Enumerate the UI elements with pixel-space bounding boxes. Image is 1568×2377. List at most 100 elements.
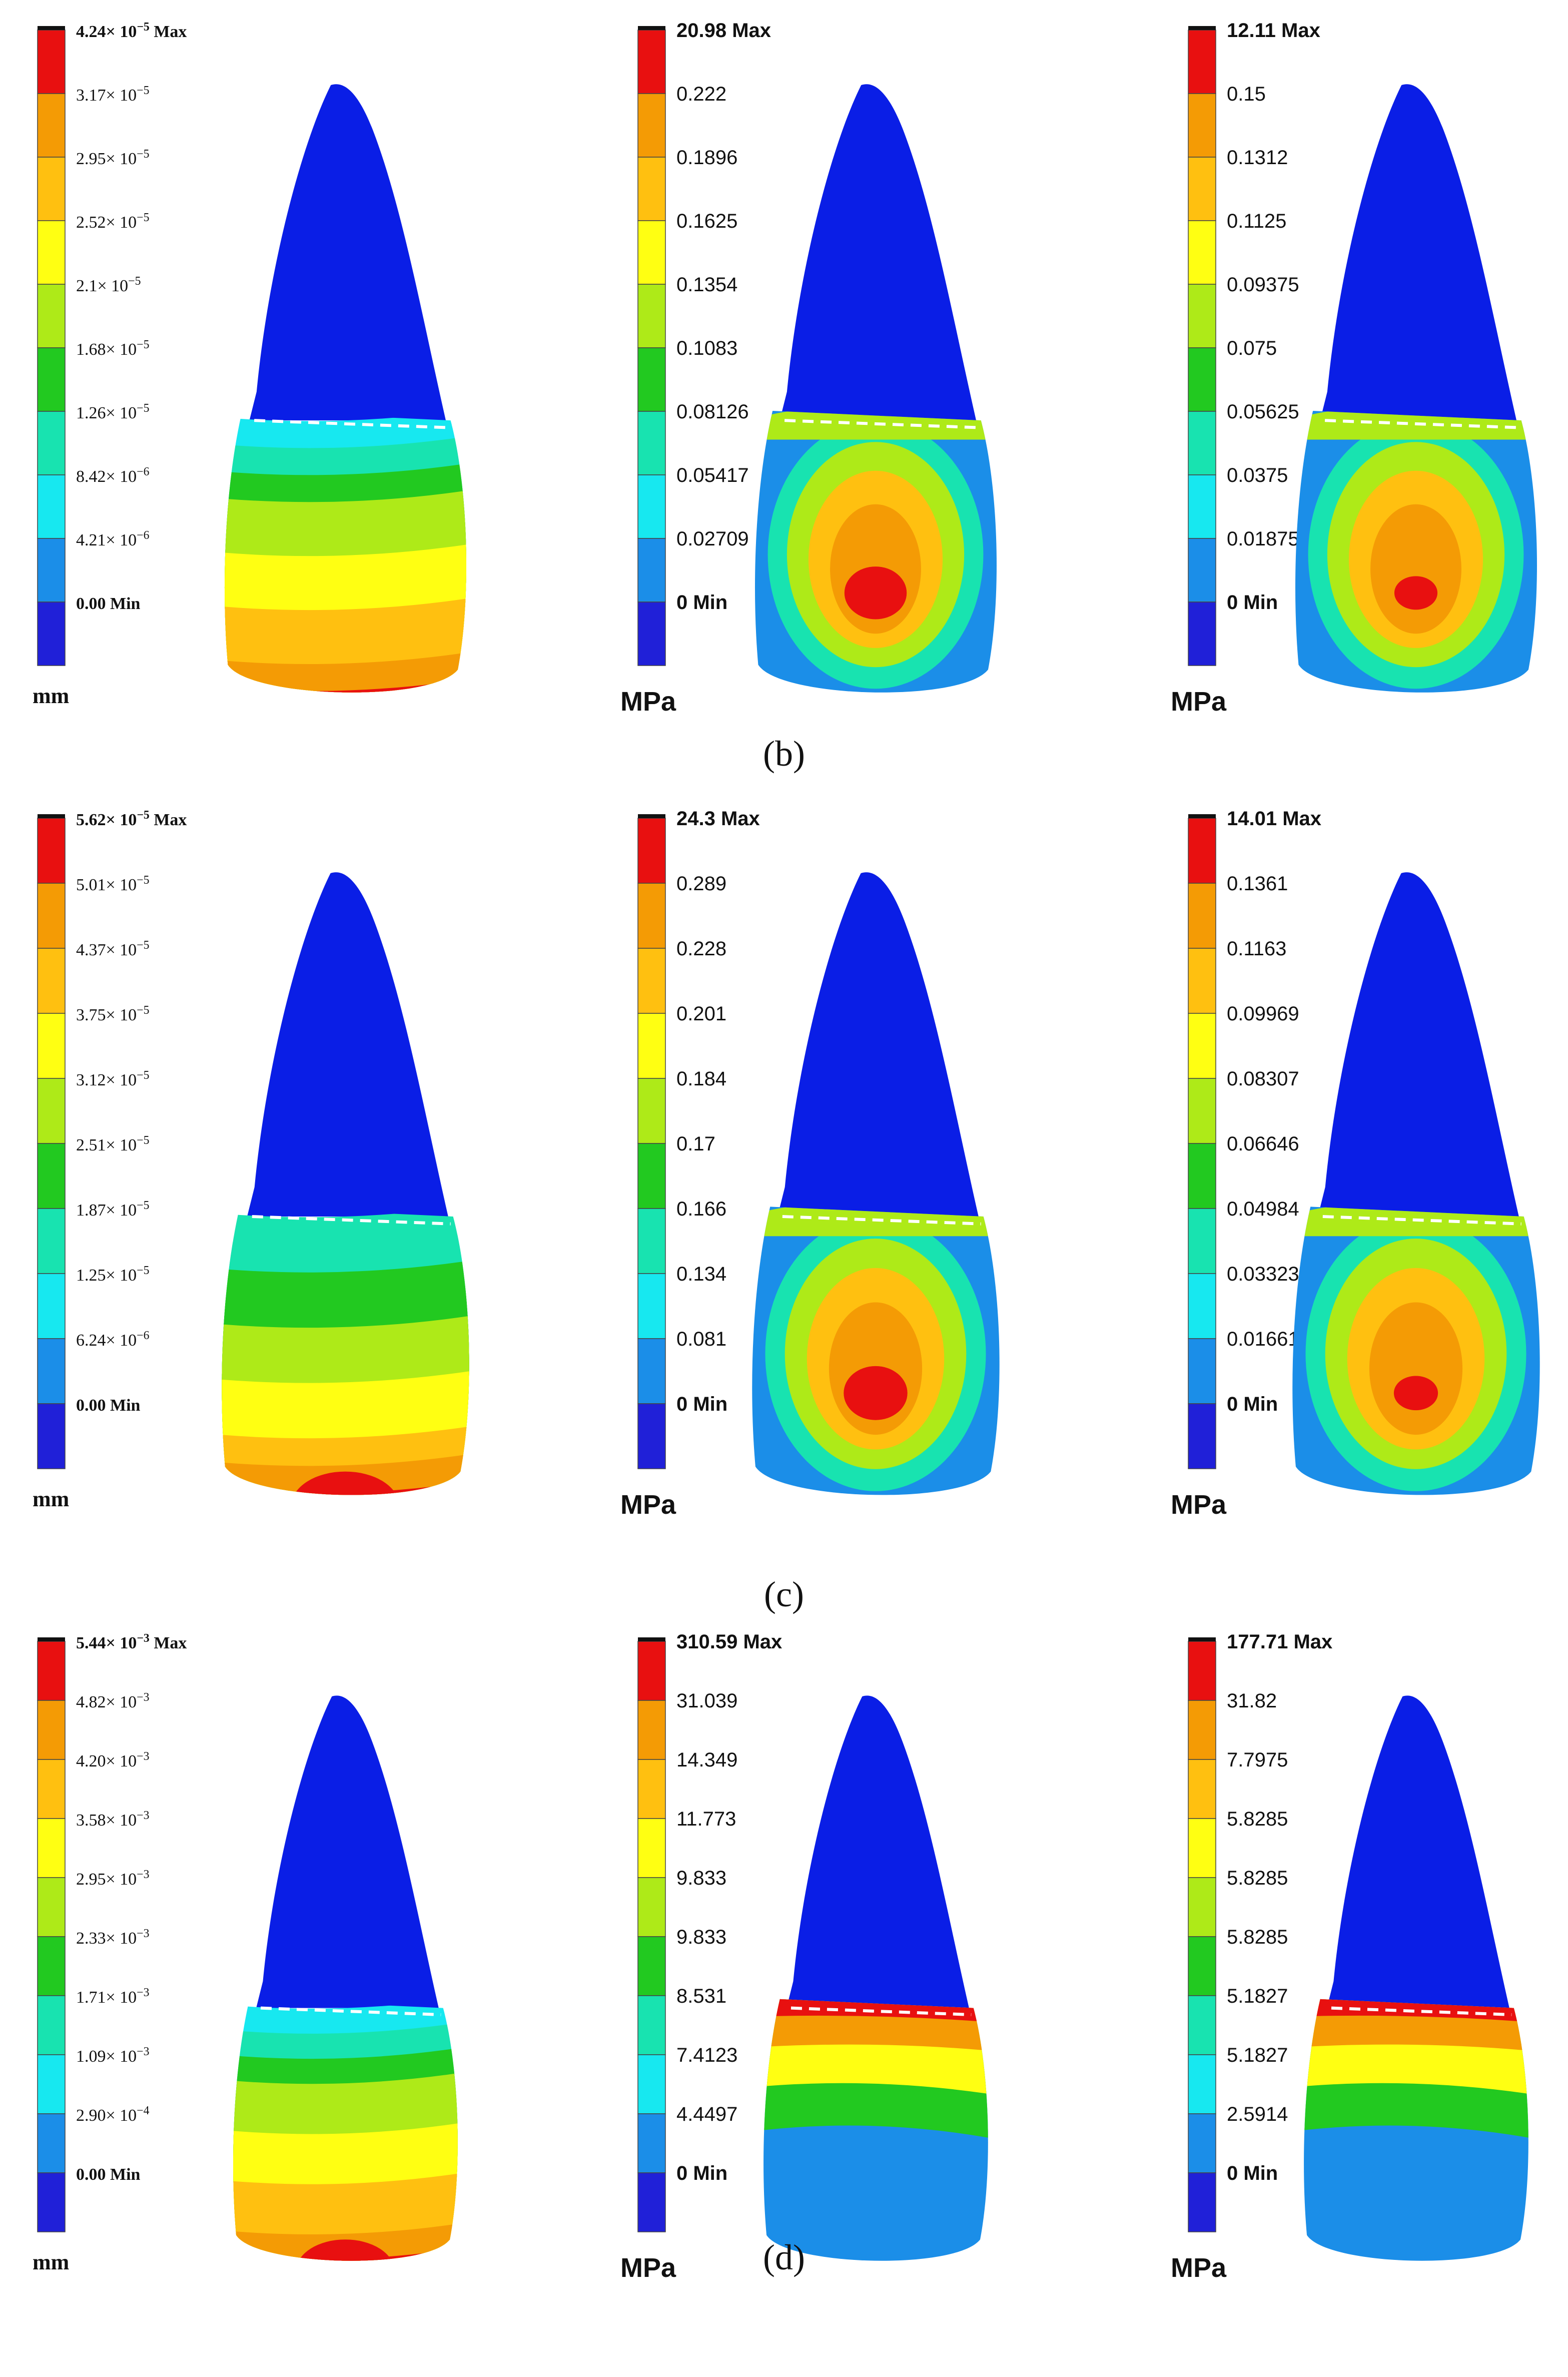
legend-tick-label: 0.075 xyxy=(1227,337,1277,359)
legend-tick-label: 14.349 xyxy=(676,1749,737,1771)
legend-swatch xyxy=(1188,602,1216,666)
legend-min-label: 0 Min xyxy=(1227,2162,1278,2184)
legend-tick-label: 0.09969 xyxy=(1227,1003,1299,1025)
legend-unit: mm xyxy=(33,1487,69,1511)
legend-swatch xyxy=(1188,1403,1216,1469)
legend-swatch xyxy=(1188,1273,1216,1339)
cej-dashed-line xyxy=(1324,419,1519,429)
tooth-crown xyxy=(222,1207,469,1495)
legend-swatch xyxy=(1188,93,1216,158)
legend-swatch xyxy=(1188,2054,1216,2114)
legend-swatch xyxy=(1188,1143,1216,1209)
legend-tick-label: 0.134 xyxy=(676,1263,726,1285)
legend-tick-label: 3.17× 10−5 xyxy=(76,84,150,105)
legend-swatch xyxy=(37,1700,66,1760)
legend-swatch xyxy=(37,1078,66,1144)
legend-swatch xyxy=(37,1995,66,2055)
cej-dashed-line xyxy=(260,2006,441,2017)
tooth-root xyxy=(1320,84,1517,421)
legend-max-label: 14.01 Max xyxy=(1227,808,1321,830)
legend-tick-label: 0.1625 xyxy=(676,210,737,232)
tooth-crown xyxy=(752,1207,1000,1495)
legend-exponent: −3 xyxy=(137,2045,149,2058)
contour-band xyxy=(224,649,466,693)
legend-min-label: 0 Min xyxy=(676,1393,727,1415)
legend-cap xyxy=(38,814,65,818)
legend-swatch xyxy=(37,2054,66,2114)
legend-swatch xyxy=(637,1759,666,1819)
legend-suffix: Max xyxy=(150,23,187,41)
legend-min-label: 0.00 Min xyxy=(76,1396,141,1415)
legend-swatch xyxy=(37,30,66,94)
legend-exponent: −3 xyxy=(137,1927,149,1940)
legend-swatch xyxy=(37,220,66,285)
legend-cap xyxy=(1188,26,1216,30)
legend-tick-label: 1.25× 10−5 xyxy=(76,1264,150,1285)
legend-tick-label: 0.06646 xyxy=(1227,1133,1299,1155)
tooth-crown xyxy=(1295,411,1537,693)
legend-cap xyxy=(1188,814,1216,818)
legend-tick-label: 0.08126 xyxy=(676,401,749,423)
legend-swatch xyxy=(37,2172,66,2232)
legend-tick-label: 0.1312 xyxy=(1227,147,1288,169)
contour-band xyxy=(1369,1302,1463,1435)
legend-swatch xyxy=(37,1403,66,1469)
legend-exponent: −6 xyxy=(137,1329,149,1342)
legend-exponent: −3 xyxy=(137,1986,149,1999)
legend-tick-label: 0.184 xyxy=(676,1068,726,1090)
legend-swatch xyxy=(37,93,66,158)
tooth-crown xyxy=(224,411,466,693)
legend-swatch xyxy=(637,1641,666,1701)
legend-tick-label: 2.51× 10−5 xyxy=(76,1134,150,1154)
color-legend: 5.44× 10−3 Max 4.82× 10−3 4.20× 10−3 3.58× … xyxy=(33,1632,187,2274)
contour-max xyxy=(844,1366,908,1420)
legend-swatch xyxy=(37,1877,66,1937)
legend-tick-label: 3.12× 10−5 xyxy=(76,1069,150,1089)
legend-unit: MPa xyxy=(1171,2253,1227,2283)
legend-exponent: −3 xyxy=(137,1691,149,1704)
legend-tick-label: 5.01× 10−5 xyxy=(76,874,150,894)
color-legend: 14.01 Max 0.1361 0.1163 0.09969 0.08307 0.066… xyxy=(1171,808,1321,1520)
legend-tick-label: 0.02709 xyxy=(676,528,749,550)
tooth-root xyxy=(1327,1695,1509,2008)
legend-swatch xyxy=(1188,1208,1216,1274)
legend-swatch xyxy=(637,411,666,475)
legend-tick-label: 6.24× 10−6 xyxy=(76,1329,150,1350)
legend-exponent: −3 xyxy=(137,1632,150,1645)
legend-swatch xyxy=(637,157,666,221)
legend-min-label: 0.00 Min xyxy=(76,2165,141,2184)
color-legend: 24.3 Max 0.289 0.228 0.201 0.184 0.17 0.166 0.1… xyxy=(620,808,760,1520)
legend-unit: MPa xyxy=(1171,687,1227,717)
legend-swatch xyxy=(637,1013,666,1079)
color-legend: 310.59 Max 31.039 14.349 11.773 9.833 9.833 8.… xyxy=(620,1631,782,2283)
legend-swatch xyxy=(1188,157,1216,221)
legend-tick-label: 7.7975 xyxy=(1227,1749,1288,1771)
legend-tick-label: 0.05625 xyxy=(1227,401,1299,423)
legend-tick-label: 5.8285 xyxy=(1227,1808,1288,1830)
legend-tick-label: 0.0375 xyxy=(1227,464,1288,486)
legend-swatch xyxy=(37,1013,66,1079)
contour-max xyxy=(1393,1376,1438,1411)
cej-dashed-line xyxy=(782,1215,981,1226)
legend-tick-label: 0.03323 xyxy=(1227,1263,1299,1285)
tooth-root xyxy=(256,1695,439,2008)
contour-band xyxy=(222,1450,469,1495)
cej-dashed-line xyxy=(1322,1215,1521,1226)
legend-tick-label: 0.01875 xyxy=(1227,528,1299,550)
tooth-root xyxy=(1318,872,1519,1217)
legend-swatch xyxy=(37,1641,66,1701)
legend-exponent: −5 xyxy=(137,1004,149,1017)
legend-unit: MPa xyxy=(620,1490,676,1520)
legend-swatch xyxy=(637,1208,666,1274)
legend-swatch xyxy=(637,1338,666,1404)
legend-cap xyxy=(638,26,665,30)
legend-swatch xyxy=(1188,1013,1216,1079)
tooth-crown xyxy=(1292,1207,1540,1495)
legend-min-label: 0 Min xyxy=(676,2162,727,2184)
legend-max-label: 310.59 Max xyxy=(676,1631,782,1653)
legend-swatch xyxy=(37,284,66,348)
contour-band xyxy=(763,1999,988,2053)
legend-tick-label: 5.8285 xyxy=(1227,1926,1288,1948)
legend-tick-label: 2.1× 10−5 xyxy=(76,275,141,295)
legend-exponent: −5 xyxy=(137,1069,149,1082)
